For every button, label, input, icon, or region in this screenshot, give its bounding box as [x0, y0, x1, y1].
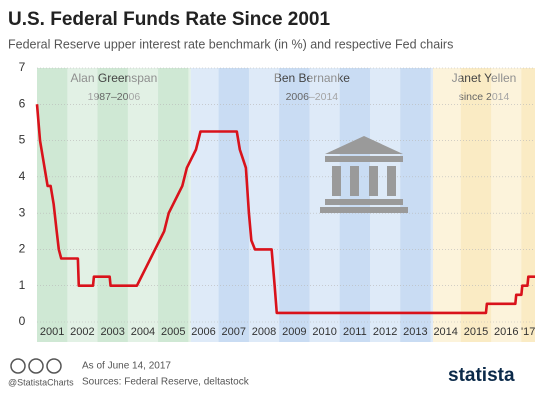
x-tick-label: '17: [521, 326, 535, 338]
x-tick-label: 2012: [373, 326, 397, 338]
chart-subtitle: Federal Reserve upper interest rate benc…: [8, 37, 453, 51]
era-term: 1987–2006: [88, 91, 141, 103]
year-band: [67, 68, 98, 342]
x-tick-label: 2008: [252, 326, 276, 338]
x-tick-label: 2003: [100, 326, 124, 338]
y-tick-label: 2: [19, 242, 26, 256]
x-tick-label: 2009: [282, 326, 306, 338]
handle: @StatistaCharts: [8, 377, 74, 387]
era-name: Janet Yellen: [452, 71, 517, 85]
era-name: Ben Bernanke: [274, 71, 350, 85]
y-tick-label: 1: [19, 278, 26, 292]
era-term: since 2014: [459, 91, 510, 103]
year-band: [188, 68, 219, 342]
cc-icon: [10, 358, 26, 374]
era-bands: Alan Greenspan 1987–2006 Ben Bernanke 2006–…: [37, 68, 535, 342]
x-tick-label: 2011: [343, 326, 367, 338]
year-band: [127, 68, 159, 342]
era-name: Alan Greenspan: [71, 71, 158, 85]
plot: [35, 104, 535, 315]
x-tick-label: 2015: [464, 326, 488, 338]
x-tick-label: 2001: [40, 326, 64, 338]
x-tick-label: 2013: [403, 326, 427, 338]
era-term: 2006–2014: [286, 91, 339, 103]
rate-line: [35, 104, 535, 315]
x-tick-label: 2007: [222, 326, 246, 338]
x-tick-label: 2016: [494, 326, 518, 338]
x-tick-label: 2004: [131, 326, 155, 338]
bank-icon: [320, 136, 408, 213]
x-tick-label: 2010: [312, 326, 336, 338]
year-band: [430, 68, 461, 342]
sources: Sources: Federal Reserve, deltastock: [82, 377, 250, 388]
date-note: As of June 14, 2017: [82, 361, 171, 372]
y-tick-label: 6: [19, 96, 26, 110]
by-icon: [28, 358, 44, 374]
y-tick-label: 4: [19, 169, 26, 183]
x-tick-label: 2014: [433, 326, 457, 338]
footer: @StatistaCharts As of June 14, 2017 Sour…: [8, 358, 515, 388]
y-tick-label: 3: [19, 205, 26, 219]
x-tick-label: 2005: [161, 326, 185, 338]
x-tick-label: 2006: [191, 326, 215, 338]
y-tick-label: 7: [19, 60, 26, 74]
y-tick-label: 5: [19, 133, 26, 147]
era-band: [37, 68, 191, 342]
brand-logo[interactable]: statista: [448, 365, 515, 386]
nd-icon: [46, 358, 62, 374]
x-tick-label: 2002: [70, 326, 94, 338]
grid: 2001 2002 2003 2004 2005 2006 2007 2008 2009 2010…: [19, 60, 536, 338]
chart-title: U.S. Federal Funds Rate Since 2001: [8, 9, 330, 30]
era-band: [432, 68, 535, 342]
y-tick-label: 0: [19, 314, 26, 328]
year-band: [248, 68, 280, 342]
